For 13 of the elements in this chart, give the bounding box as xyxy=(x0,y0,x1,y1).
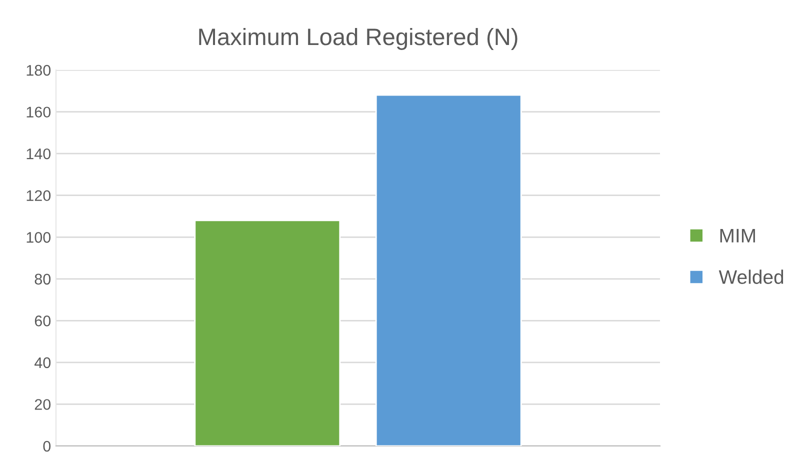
y-tick-label: 80 xyxy=(34,274,51,285)
legend-label: Welded xyxy=(718,270,784,284)
y-tick-label: 0 xyxy=(43,440,51,452)
y-tick-label: 160 xyxy=(26,106,51,118)
y-tick-label: 40 xyxy=(34,357,51,368)
y-tick-label: 140 xyxy=(26,148,51,160)
y-tick-label: 180 xyxy=(26,64,51,76)
legend-label: MIM xyxy=(720,228,755,242)
y-tick-label: 120 xyxy=(26,190,51,202)
chart-title: Maximum Load Registered (N) xyxy=(199,28,518,50)
y-tick-label: 20 xyxy=(34,399,51,410)
y-tick-label: 60 xyxy=(34,316,51,326)
y-tick-label: 100 xyxy=(26,232,51,243)
